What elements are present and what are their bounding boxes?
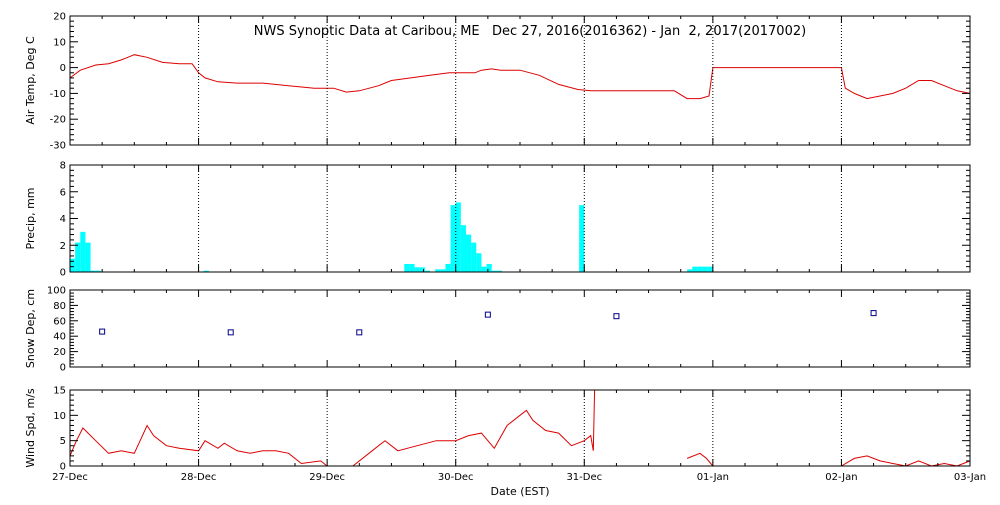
snow-depth-y-tick-label: 80 (53, 301, 66, 312)
precip-bar (466, 234, 472, 272)
precip-bar (419, 267, 425, 272)
snow-depth-point (356, 329, 363, 336)
precip-y-tick-label: 0 (60, 268, 66, 279)
precip-bar (445, 263, 451, 272)
air-temp-y-tick-label: 10 (53, 37, 66, 48)
snow-depth-point (484, 311, 491, 318)
x-tick-label: 27-Dec (52, 472, 88, 483)
precip-bar (460, 225, 466, 272)
snow-depth-y-tick-label: 60 (53, 316, 66, 327)
precip-bar (85, 242, 91, 272)
air-temp-y-axis-title: Air Temp, Deg C (24, 36, 37, 125)
snow-depth-point (613, 313, 620, 320)
precip-bar (707, 266, 713, 272)
x-tick-label: 03-Jan (954, 472, 986, 483)
precip-bar (450, 205, 456, 272)
precip-bar (409, 263, 415, 272)
snow-depth-point (227, 329, 234, 336)
snow-depth-point (870, 310, 877, 317)
precip-bar (70, 258, 76, 272)
wind-speed-series-line (69, 389, 596, 467)
air-temp-y-tick-label: 0 (60, 63, 66, 74)
x-tick-label: 02-Jan (825, 472, 857, 483)
x-tick-label: 28-Dec (181, 472, 217, 483)
precip-y-tick-label: 8 (60, 161, 66, 172)
precip-bar (579, 205, 585, 272)
wind-speed-y-tick-label: 5 (60, 436, 66, 447)
precip-y-tick-label: 6 (60, 187, 66, 198)
precip-bar (203, 270, 209, 272)
precip-panel: 0 2 4 6 8 Precip, mm (24, 161, 971, 279)
snow-depth-y-tick-label: 100 (47, 286, 66, 297)
snow-depth-panel: 0 20 40 60 80 100 Snow Dep, cm (24, 286, 971, 374)
precip-y-tick-label: 2 (60, 241, 66, 252)
wind-speed-panel: 0 5 10 15 Wind Spd, m/s (24, 386, 971, 473)
precip-bar (496, 270, 502, 272)
precip-bar (692, 266, 698, 272)
snow-depth-y-axis-title: Snow Dep, cm (24, 289, 37, 368)
precip-bar (697, 266, 703, 272)
precip-bar (486, 263, 492, 272)
precip-y-tick-label: 4 (60, 214, 66, 225)
precip-bar (455, 202, 461, 272)
precip-bar (702, 266, 708, 272)
wind-speed-y-axis-title: Wind Spd, m/s (24, 388, 37, 468)
precip-plot-frame (69, 164, 971, 273)
precip-bar (481, 266, 487, 272)
wind-speed-y-tick-label: 15 (53, 386, 66, 397)
precip-bar (424, 270, 430, 272)
x-axis-title: Date (EST) (490, 485, 549, 498)
wind-speed-series-line (686, 452, 714, 467)
wind-speed-plot-frame (69, 389, 971, 467)
air-temp-panel: -30 -20 -10 0 10 20 Air Temp, Deg C (24, 12, 971, 152)
chart-title: NWS Synoptic Data at Caribou, ME Dec 27,… (254, 24, 806, 39)
precip-bar (687, 269, 693, 272)
precip-bar (404, 263, 410, 272)
air-temp-series-line (69, 54, 971, 100)
x-tick-label: 30-Dec (438, 472, 474, 483)
wind-speed-y-tick-label: 10 (53, 411, 66, 422)
wind-speed-y-tick-label: 0 (60, 462, 66, 473)
precip-bar (80, 231, 86, 272)
snow-depth-point (99, 328, 106, 335)
air-temp-y-tick-label: -20 (50, 115, 66, 126)
x-tick-label: 31-Dec (566, 472, 602, 483)
precip-bar (95, 270, 101, 272)
precip-bar (435, 269, 441, 272)
x-tick-label: 29-Dec (309, 472, 345, 483)
precip-bar (75, 242, 81, 272)
x-tick-label: 01-Jan (697, 472, 729, 483)
snow-depth-plot-frame (69, 289, 971, 368)
air-temp-y-tick-label: 20 (53, 12, 66, 23)
air-temp-y-tick-label: -10 (50, 89, 66, 100)
precip-bar (90, 270, 96, 272)
snow-depth-y-tick-label: 0 (60, 363, 66, 374)
precip-bar (491, 270, 497, 272)
precip-bar (476, 253, 482, 272)
snow-depth-y-tick-label: 40 (53, 332, 66, 343)
precip-bar (414, 267, 420, 272)
precip-bar (471, 242, 477, 272)
snow-depth-y-tick-label: 20 (53, 347, 66, 358)
precip-y-axis-title: Precip, mm (24, 188, 37, 250)
precip-bar (440, 269, 446, 272)
air-temp-y-tick-label: -30 (50, 141, 66, 152)
